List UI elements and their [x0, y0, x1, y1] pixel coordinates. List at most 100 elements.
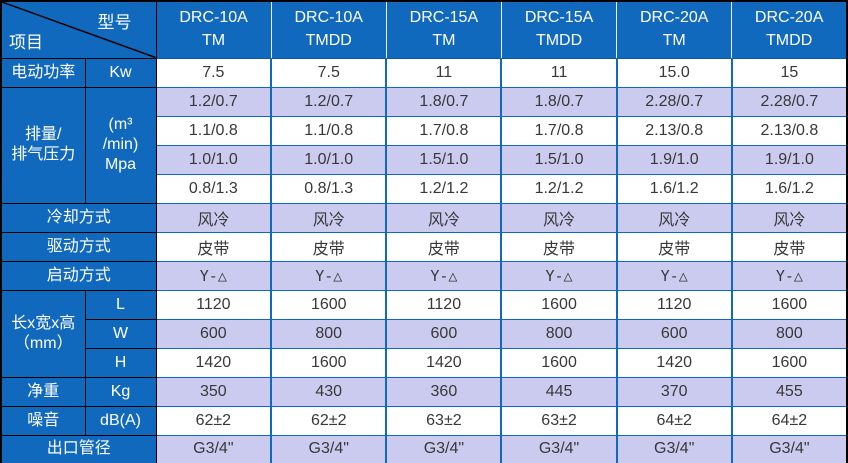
capacity-unit-line3: Mpa: [104, 156, 137, 173]
width-value: 600: [155, 318, 272, 348]
capacity-value: 1.6/1.2: [615, 173, 732, 203]
noise-row: 噪音 dB(A) 62±2 62±2 63±2 63±2 64±2 64±2: [0, 405, 847, 436]
model-variant: TM: [432, 31, 456, 49]
column-header: DRC-10A TM: [155, 1, 272, 59]
length-value: 1600: [270, 289, 387, 319]
capacity-value: 1.8/0.7: [500, 86, 617, 116]
cooling-value: 风冷: [615, 202, 732, 232]
noise-value: 62±2: [270, 405, 387, 435]
length-value: 1120: [615, 289, 732, 319]
cooling-row: 冷却方式 风冷 风冷 风冷 风冷 风冷 风冷: [0, 202, 847, 233]
noise-value: 63±2: [500, 405, 617, 435]
capacity-value: 2.28/0.7: [730, 86, 847, 116]
drive-value: 皮带: [155, 231, 272, 261]
height-value: 1600: [730, 347, 847, 377]
drive-row: 驱动方式 皮带 皮带 皮带 皮带 皮带 皮带: [0, 231, 847, 262]
outlet-value: G3/4": [270, 434, 387, 463]
weight-value: 430: [270, 376, 387, 406]
unit-label-weight: Kg: [84, 376, 157, 407]
cooling-value: 风冷: [385, 202, 502, 232]
drive-value: 皮带: [385, 231, 502, 261]
row-label-weight: 净重: [0, 376, 86, 407]
capacity-value: 1.6/1.2: [730, 173, 847, 203]
capacity-value: 1.7/0.8: [385, 115, 502, 145]
model-variant: TMDD: [766, 31, 813, 49]
width-value: 800: [270, 318, 387, 348]
width-value: 800: [730, 318, 847, 348]
height-value: 1420: [615, 347, 732, 377]
row-label-start: 启动方式: [0, 260, 157, 291]
capacity-value: 1.2/1.2: [385, 173, 502, 203]
width-value: 600: [615, 318, 732, 348]
capacity-label-line2: 排气压力: [11, 146, 76, 163]
capacity-value: 1.1/0.8: [155, 115, 272, 145]
capacity-row: 排量/ 排气压力 (m³ /min) Mpa 1.2/0.7 1.2/0.7 1…: [0, 86, 847, 204]
noise-value: 63±2: [385, 405, 502, 435]
unit-label-width: W: [84, 318, 157, 349]
unit-label-capacity: (m³ /min) Mpa: [84, 86, 157, 204]
capacity-row: 0.8/1.3 0.8/1.3 1.2/1.2 1.2/1.2 1.6/1.2 …: [1, 173, 847, 203]
model-variant: TMDD: [305, 31, 352, 49]
noise-value: 64±2: [730, 405, 847, 435]
outlet-value: G3/4": [500, 434, 617, 463]
power-value: 15.0: [615, 57, 732, 87]
capacity-unit-line1: (m³: [108, 116, 133, 133]
width-value: 600: [385, 318, 502, 348]
cooling-value: 风冷: [730, 202, 847, 232]
weight-value: 370: [615, 376, 732, 406]
column-header: DRC-15A TM: [385, 1, 502, 59]
power-value: 7.5: [155, 57, 272, 87]
dimension-row-w: W 600 800 600 800 600 800: [1, 318, 847, 349]
dimension-row-h: H 1420 1600 1420 1600 1420 1600: [1, 347, 847, 378]
unit-label-noise: dB(A): [84, 405, 157, 436]
row-label-capacity: 排量/ 排气压力: [0, 86, 86, 204]
row-label-power: 电动功率: [0, 57, 86, 88]
length-value: 1600: [730, 289, 847, 319]
column-header: DRC-20A TMDD: [731, 1, 847, 59]
outlet-value: G3/4": [730, 434, 847, 463]
cooling-value: 风冷: [270, 202, 387, 232]
weight-row: 净重 Kg 350 430 360 445 370 455: [0, 376, 847, 407]
column-header: DRC-20A TM: [616, 1, 732, 59]
header-row: 型号 项目 DRC-10A TM DRC-10A TMDD DRC-15A TM DR…: [0, 0, 847, 59]
capacity-unit-line2: /min): [102, 136, 139, 153]
start-value: Y-△: [500, 260, 617, 290]
capacity-value: 1.7/0.8: [500, 115, 617, 145]
row-label-dimensions: 长x宽x高 （mm）: [0, 289, 86, 378]
unit-label-power: Kw: [84, 57, 157, 88]
height-value: 1600: [500, 347, 617, 377]
length-value: 1120: [155, 289, 272, 319]
dimension-row-l: 长x宽x高 （mm） L 1120 1600 1120 1600 1120 16…: [0, 289, 847, 378]
unit-label-height: H: [84, 347, 157, 378]
row-label-drive: 驱动方式: [0, 231, 157, 262]
noise-value: 62±2: [155, 405, 272, 435]
outlet-row: 出口管径 G3/4" G3/4" G3/4" G3/4" G3/4" G3/4": [0, 434, 847, 463]
capacity-row: 1.1/0.8 1.1/0.8 1.7/0.8 1.7/0.8 2.13/0.8…: [1, 115, 847, 145]
weight-value: 360: [385, 376, 502, 406]
length-value: 1120: [385, 289, 502, 319]
height-value: 1420: [385, 347, 502, 377]
noise-value: 64±2: [615, 405, 732, 435]
capacity-value: 1.9/1.0: [730, 144, 847, 174]
row-label-outlet: 出口管径: [0, 434, 157, 463]
model-variant: TM: [662, 31, 686, 49]
model-variant: TMDD: [535, 31, 583, 49]
unit-label-length: L: [84, 289, 157, 320]
power-value: 7.5: [270, 57, 387, 87]
model-name: DRC-20A: [639, 9, 709, 27]
model-name: DRC-10A: [294, 9, 363, 27]
capacity-value: 0.8/1.3: [155, 173, 272, 203]
height-value: 1420: [155, 347, 272, 377]
diagonal-divider: [2, 2, 156, 58]
start-value: Y-△: [155, 260, 272, 290]
cooling-value: 风冷: [500, 202, 617, 232]
start-row: 启动方式 Y-△ Y-△ Y-△ Y-△ Y-△ Y-△: [0, 260, 847, 291]
model-variant: TM: [202, 31, 226, 49]
capacity-value: 1.8/0.7: [385, 86, 502, 116]
drive-value: 皮带: [730, 231, 847, 261]
weight-value: 350: [155, 376, 272, 406]
power-value: 11: [500, 57, 617, 87]
weight-value: 455: [730, 376, 847, 406]
